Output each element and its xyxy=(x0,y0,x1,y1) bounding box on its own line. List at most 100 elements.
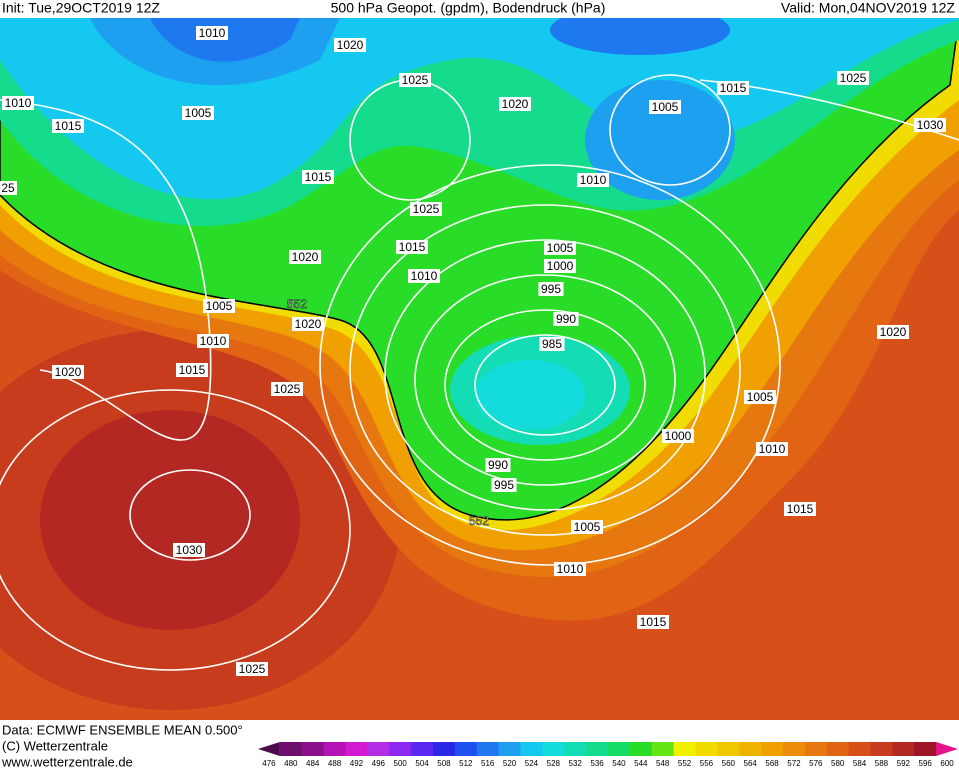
isobar-label-box xyxy=(571,520,603,534)
isobar-label: 1000 xyxy=(665,429,692,443)
colorbar-tick-label: 596 xyxy=(919,759,933,768)
isobar-label-box xyxy=(173,543,205,557)
isobar-label-box xyxy=(544,259,576,273)
isobar-label-box xyxy=(196,26,228,40)
colorbar-swatch xyxy=(586,742,609,756)
isobar-label-box xyxy=(176,363,208,377)
isobar-label: 1030 xyxy=(917,118,944,132)
colorbar-swatch xyxy=(433,742,456,756)
isobar-label-box xyxy=(717,81,749,95)
isobar-label: 1010 xyxy=(5,96,32,110)
isobar-label: 1025 xyxy=(413,202,440,216)
isobar-label-box xyxy=(399,73,431,87)
url: www.wetterzentrale.de xyxy=(1,754,133,769)
isobar-label-box xyxy=(499,97,531,111)
isobar-label: 1010 xyxy=(759,442,786,456)
colorbar-swatch xyxy=(564,742,587,756)
isobar-label-box xyxy=(662,429,694,443)
colorbar-swatch xyxy=(826,742,850,756)
isobar-label-box xyxy=(334,38,366,52)
colorbar-swatch xyxy=(629,742,653,756)
colorbar-swatch xyxy=(739,742,762,756)
colorbar-swatch xyxy=(411,742,434,756)
colorbar-swatch xyxy=(498,742,521,756)
map xyxy=(0,5,959,720)
colorbar-tick-label: 576 xyxy=(809,759,823,768)
isobar-label: 990 xyxy=(556,312,576,326)
colorbar-tick-label: 536 xyxy=(590,759,604,768)
colorbar-tick-label: 560 xyxy=(722,759,736,768)
colorbar-swatch xyxy=(804,742,828,756)
isobar-label: 1010 xyxy=(557,562,584,576)
isobar-label-box xyxy=(182,106,214,120)
colorbar-tick-label: 528 xyxy=(547,759,561,768)
colorbar-tick-label: 524 xyxy=(525,759,539,768)
isobar-label: 1015 xyxy=(787,502,814,516)
isobar-label: 1015 xyxy=(640,615,667,629)
isobar-label: 1010 xyxy=(199,26,226,40)
colorbar-tick-label: 572 xyxy=(787,759,801,768)
colorbar-tick-label: 508 xyxy=(437,759,451,768)
isobar-label: 1010 xyxy=(580,173,607,187)
isobar-label: 1005 xyxy=(652,100,679,114)
isobar-label: 1020 xyxy=(337,38,364,52)
colorbar-tick-label: 592 xyxy=(897,759,911,768)
isobar-label: 1020 xyxy=(55,365,82,379)
colorbar-tick-label: 480 xyxy=(284,759,298,768)
isobar-label: 995 xyxy=(494,478,514,492)
isobar-label: 1025 xyxy=(402,73,429,87)
colorbar-swatch xyxy=(848,742,871,756)
isobar-label: 1020 xyxy=(292,250,319,264)
isobar-label-box xyxy=(577,173,609,187)
isobar-label: 1005 xyxy=(206,299,233,313)
isobar-label-box xyxy=(292,317,324,331)
colorbar-swatch xyxy=(936,742,958,756)
colorbar-swatch xyxy=(783,742,806,756)
isobar-label: 1020 xyxy=(502,97,529,111)
colorbar-swatch xyxy=(345,742,368,756)
isobar-label: 1015 xyxy=(179,363,206,377)
isobar-label: 1015 xyxy=(399,240,426,254)
isobar-label: 1015 xyxy=(55,119,82,133)
colorbar-tick-label: 492 xyxy=(350,759,364,768)
colorbar-tick-label: 516 xyxy=(481,759,495,768)
isobar-label: 990 xyxy=(488,458,508,472)
isobar-label: 985 xyxy=(542,337,562,351)
colorbar-swatch xyxy=(695,742,718,756)
colorbar-tick-label: 556 xyxy=(700,759,714,768)
colorbar-tick-label: 580 xyxy=(831,759,845,768)
colorbar-tick-label: 540 xyxy=(612,759,626,768)
isobar-label-box xyxy=(0,181,17,195)
colorbar-tick-label: 504 xyxy=(415,759,429,768)
isobar-label: 1025 xyxy=(239,662,266,676)
colorbar-tick-label: 600 xyxy=(940,759,954,768)
isobar-label-box xyxy=(408,269,440,283)
colorbar-swatch xyxy=(542,742,565,756)
isobar-label: 1010 xyxy=(411,269,438,283)
colorbar-swatch xyxy=(301,742,325,756)
copyright: (C) Wetterzentrale xyxy=(2,738,108,753)
isobar-label: 1020 xyxy=(880,325,907,339)
colorbar-tick-label: 564 xyxy=(744,759,758,768)
colorbar-tick-label: 568 xyxy=(765,759,779,768)
isobar-label-box xyxy=(2,96,34,110)
isobar-label: 1010 xyxy=(200,334,227,348)
isobar-label: 1005 xyxy=(747,390,774,404)
isobar-label-box xyxy=(539,337,565,351)
isobar-label: 552 xyxy=(287,297,307,311)
isobar-label-box xyxy=(485,458,511,472)
isobar-label-box xyxy=(837,71,869,85)
isobar-label-box xyxy=(544,241,576,255)
colorbar-swatch xyxy=(717,742,740,756)
colorbar-swatch xyxy=(914,742,937,756)
isobar-label-box xyxy=(744,390,776,404)
colorbar-swatch xyxy=(323,742,346,756)
isobar-label: 995 xyxy=(541,282,561,296)
colorbar-swatch xyxy=(258,742,280,756)
data-source: Data: ECMWF ENSEMBLE MEAN 0.500° xyxy=(2,722,243,737)
isobar-label-box xyxy=(649,100,681,114)
isobar-label-box xyxy=(491,478,517,492)
colorbar-tick-label: 500 xyxy=(394,759,408,768)
colorbar-tick-label: 588 xyxy=(875,759,889,768)
colorbar-tick-label: 512 xyxy=(459,759,473,768)
